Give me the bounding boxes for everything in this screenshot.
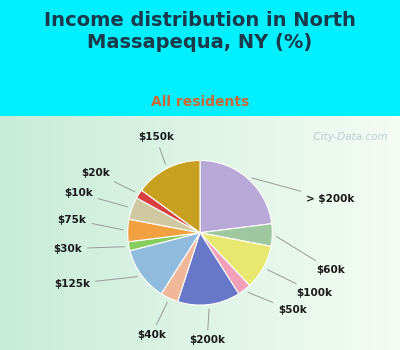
Text: $125k: $125k <box>54 276 137 289</box>
Wedge shape <box>200 160 272 233</box>
Text: $20k: $20k <box>82 168 135 192</box>
Text: $40k: $40k <box>137 302 167 340</box>
Text: All residents: All residents <box>151 94 249 108</box>
Wedge shape <box>178 233 239 305</box>
Text: $75k: $75k <box>58 215 123 230</box>
Text: $30k: $30k <box>53 244 124 254</box>
Wedge shape <box>200 233 271 286</box>
Wedge shape <box>142 160 200 233</box>
Text: Income distribution in North
Massapequa, NY (%): Income distribution in North Massapequa,… <box>44 10 356 51</box>
Text: $100k: $100k <box>268 270 333 298</box>
Wedge shape <box>129 198 200 233</box>
Text: $200k: $200k <box>189 309 225 345</box>
Wedge shape <box>161 233 200 302</box>
Text: > $200k: > $200k <box>252 178 355 204</box>
Wedge shape <box>200 224 272 246</box>
Wedge shape <box>200 233 250 294</box>
Wedge shape <box>130 233 200 294</box>
Text: $10k: $10k <box>64 188 128 207</box>
Text: $150k: $150k <box>138 133 174 164</box>
Wedge shape <box>128 233 200 251</box>
Text: $60k: $60k <box>276 237 345 275</box>
Text: City-Data.com: City-Data.com <box>307 132 388 142</box>
Wedge shape <box>128 219 200 242</box>
Wedge shape <box>137 190 200 233</box>
Text: $50k: $50k <box>248 292 307 315</box>
